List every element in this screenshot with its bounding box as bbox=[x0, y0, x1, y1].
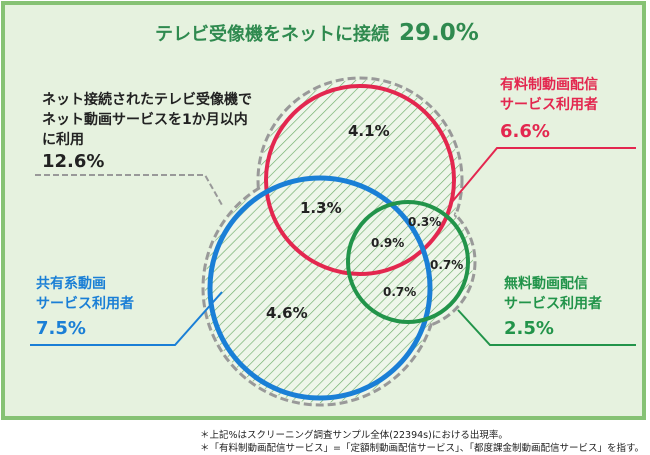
shared-circle bbox=[207, 175, 433, 401]
total-label: に利用 bbox=[42, 131, 84, 148]
footnote: ＊「有料制動画配信サービス」=「定額制動画配信サービス」、「都度課金制動画配信サ… bbox=[200, 442, 644, 454]
set-label: サービス利用者 bbox=[504, 295, 602, 312]
set-value: 6.6% bbox=[500, 121, 550, 142]
union-fill bbox=[205, 80, 473, 403]
region-label: 0.3% bbox=[408, 215, 441, 229]
total-value: 12.6% bbox=[42, 151, 104, 172]
region-label: 4.6% bbox=[266, 304, 308, 322]
footnote: ＊上記%はスクリーニング調査サンプル全体(22394s)における出現率。 bbox=[200, 429, 508, 441]
set-label: サービス利用者 bbox=[500, 96, 598, 113]
set-label: サービス利用者 bbox=[36, 295, 134, 312]
free-circle bbox=[346, 200, 470, 324]
region-label: 0.7% bbox=[430, 258, 463, 272]
region-label: 4.1% bbox=[348, 122, 390, 140]
total-label: ネット動画サービスを1か月以内 bbox=[42, 111, 248, 128]
region-label: 0.9% bbox=[371, 236, 404, 250]
set-label: 有料制動画配信 bbox=[500, 76, 598, 93]
set-label: 無料動画配信 bbox=[504, 275, 588, 292]
region-label: 0.7% bbox=[383, 285, 416, 299]
set-label: 共有系動画 bbox=[36, 275, 106, 292]
set-value: 7.5% bbox=[36, 318, 86, 339]
leaders bbox=[30, 147, 636, 346]
set-value: 2.5% bbox=[504, 318, 554, 339]
total-label: ネット接続されたテレビ受像機で bbox=[42, 91, 252, 108]
paid-circle bbox=[264, 84, 456, 276]
paid-label: 有料制動画配信 サービス利用者 6.6% bbox=[500, 76, 598, 142]
region-labels: 4.1% 1.3% 0.3% 0.9% 0.7% 0.7% 4.6% bbox=[266, 122, 463, 322]
region-label: 1.3% bbox=[300, 199, 342, 217]
title: テレビ受像機をネットに接続 29.0% bbox=[155, 20, 479, 46]
